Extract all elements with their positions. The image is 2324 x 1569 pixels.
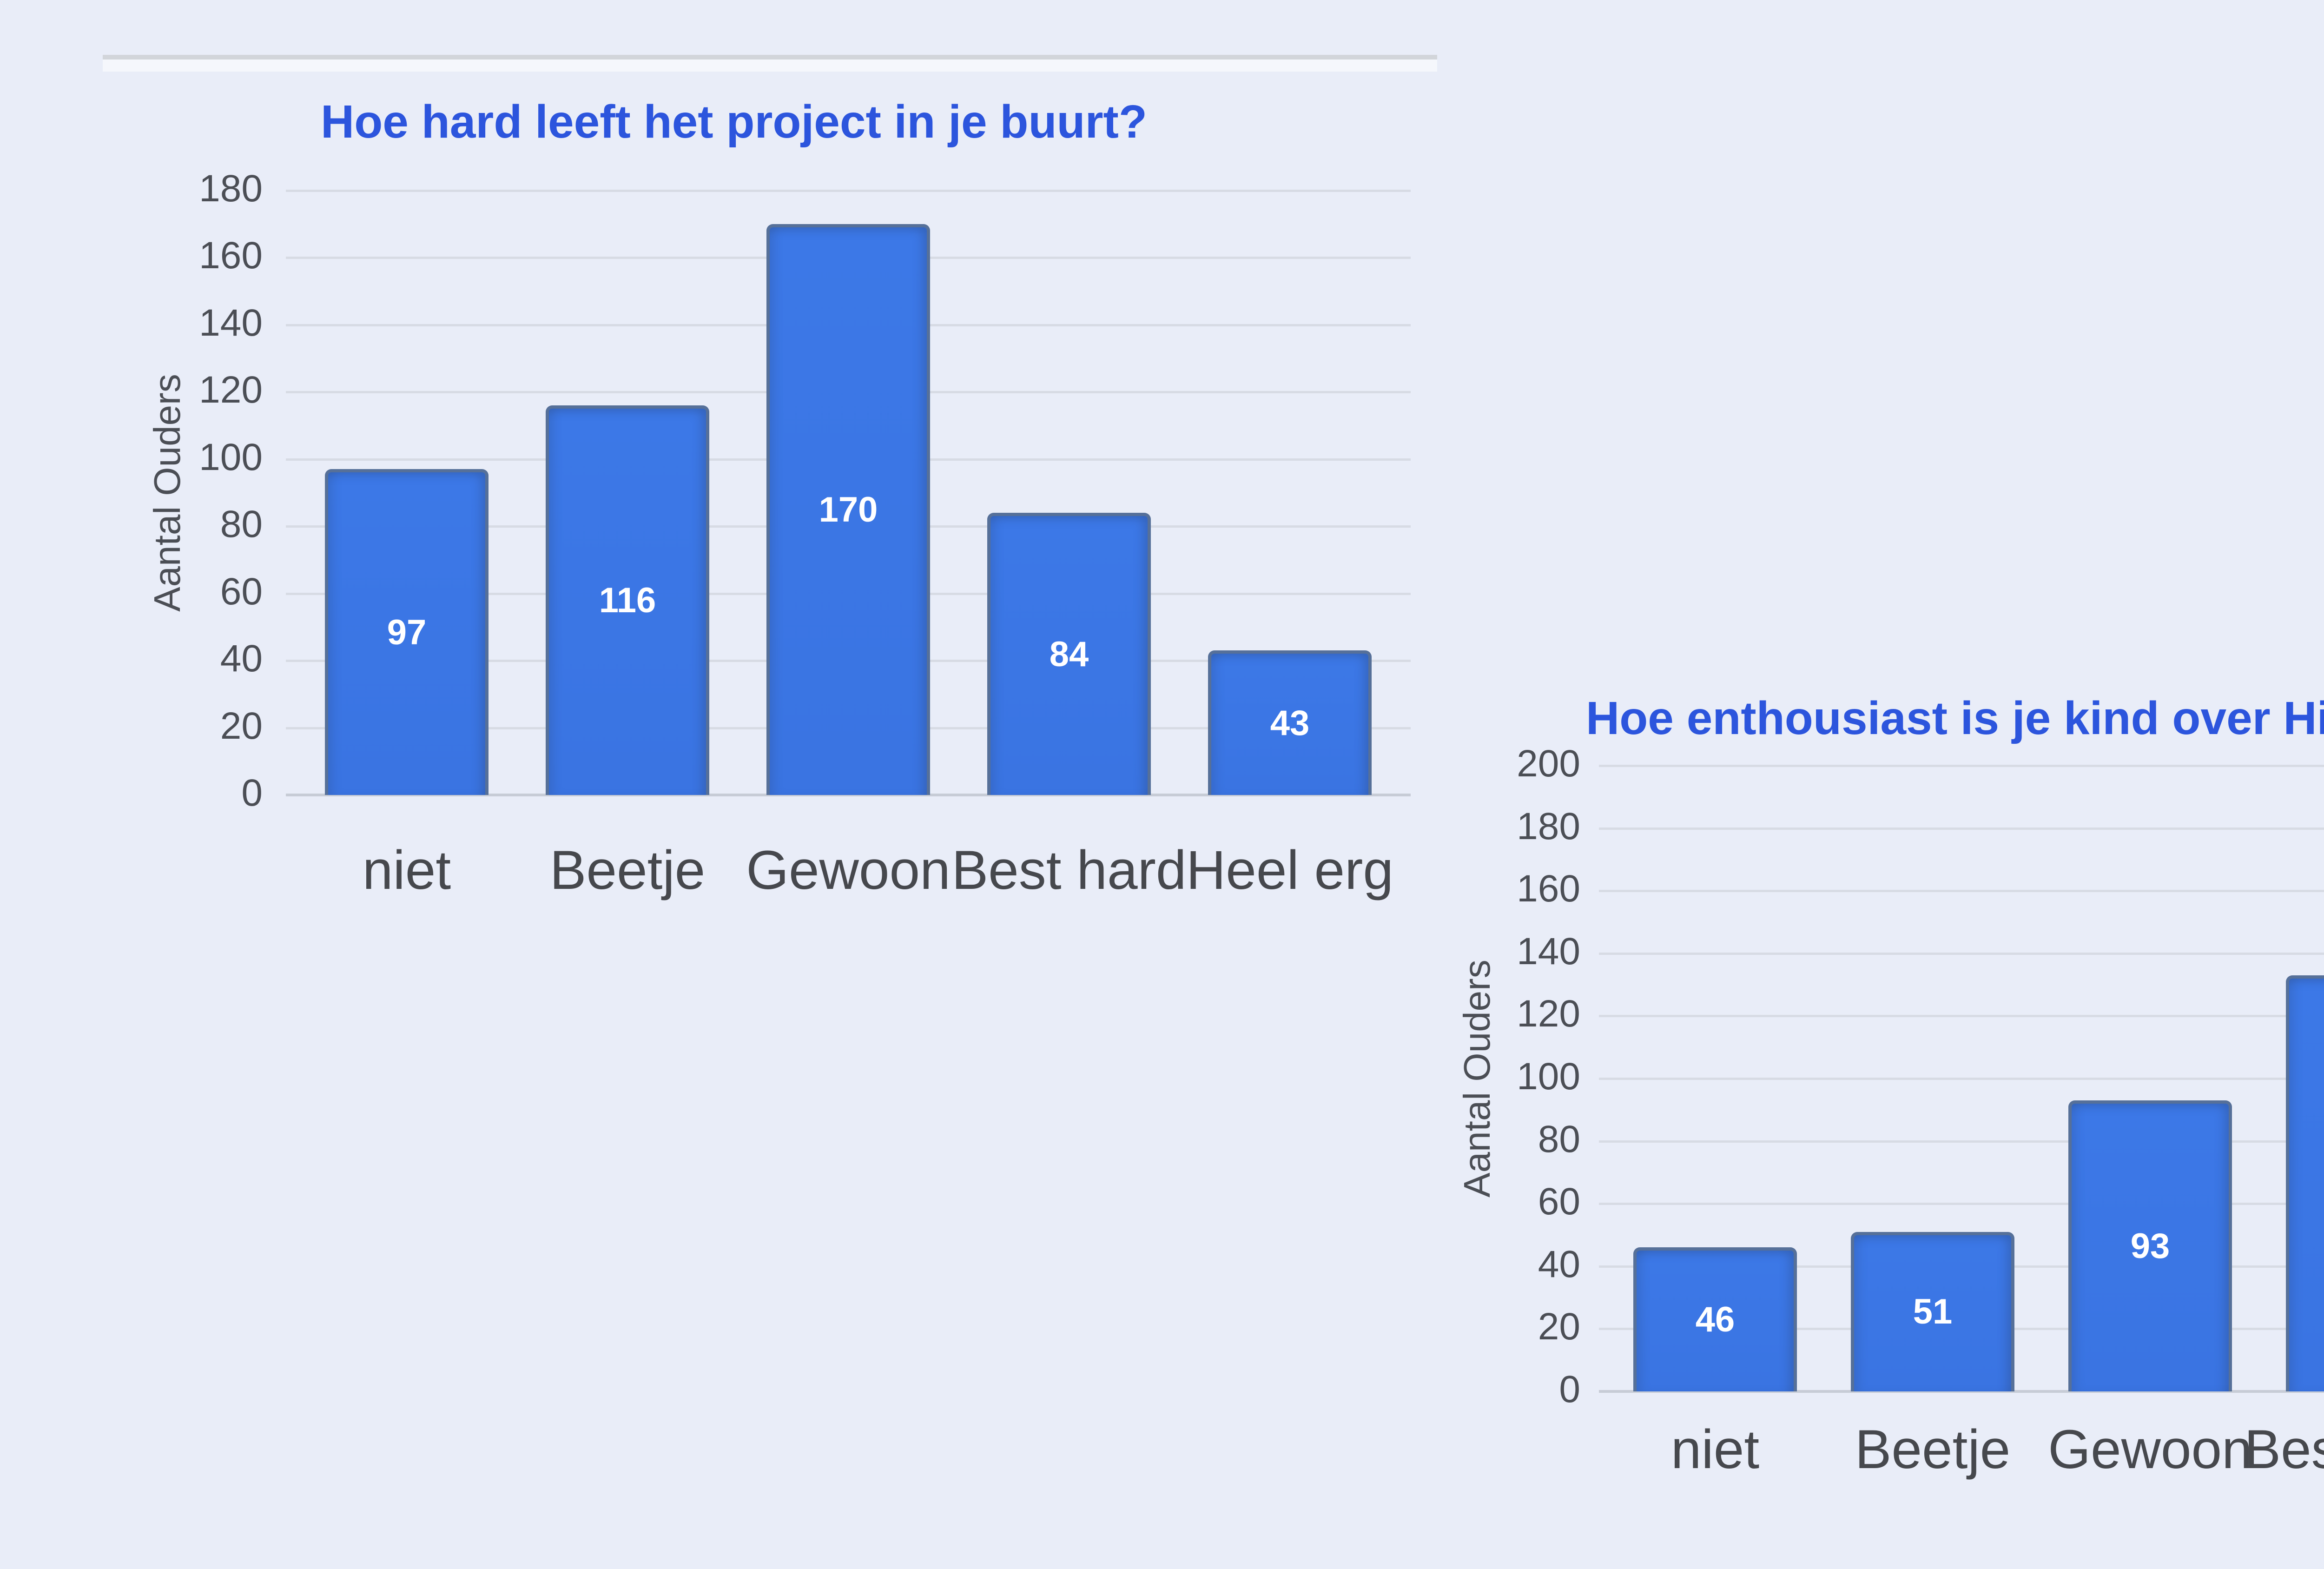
- x-axis-zero-line: [1599, 1390, 2324, 1393]
- gridline: [1599, 890, 2324, 893]
- y-tick-label: 200: [1517, 742, 1580, 785]
- bar: 116: [546, 405, 709, 795]
- top-divider-line: [103, 55, 1437, 60]
- chart-title: Hoe enthousiast is je kind over High-Fiv…: [1586, 692, 2324, 744]
- x-category-label: Gewoon: [746, 840, 951, 901]
- x-category-label: Best enth.: [2244, 1419, 2324, 1480]
- gridline: [1599, 765, 2324, 767]
- x-category-label: Gewoon: [2048, 1419, 2252, 1480]
- x-category-label: Beetje: [549, 840, 706, 901]
- y-tick-label: 40: [1538, 1243, 1580, 1285]
- y-tick-label: 140: [1517, 930, 1580, 973]
- gridline: [286, 190, 1411, 192]
- bar-value-label: 46: [1695, 1300, 1735, 1340]
- x-category-label: Heel erg: [1186, 840, 1393, 901]
- x-category-label: Beetje: [1855, 1419, 2011, 1480]
- y-tick-label: 100: [1517, 1055, 1580, 1098]
- bar-value-label: 43: [1270, 703, 1310, 743]
- bar: 84: [987, 513, 1151, 795]
- y-tick-label: 120: [199, 369, 263, 411]
- chart-title: Hoe hard leeft het project in je buurt?: [321, 96, 1147, 148]
- gridline: [1599, 952, 2324, 955]
- y-tick-label: 180: [1517, 805, 1580, 847]
- y-tick-label: 60: [1538, 1180, 1580, 1223]
- bar-value-label: 84: [1049, 634, 1089, 674]
- y-tick-label: 0: [1559, 1368, 1580, 1410]
- y-tick-label: 20: [1538, 1305, 1580, 1348]
- y-tick-label: 120: [1517, 993, 1580, 1035]
- gridline: [1599, 1015, 2324, 1018]
- bar-value-label: 133: [2289, 1163, 2324, 1204]
- y-tick-label: 20: [220, 704, 263, 747]
- gridline: [1599, 1140, 2324, 1143]
- y-tick-label: 60: [220, 570, 263, 613]
- y-tick-label: 140: [199, 301, 263, 344]
- bar-value-label: 97: [387, 612, 427, 652]
- bar-value-label: 170: [819, 490, 878, 530]
- y-tick-label: 100: [199, 436, 263, 478]
- bar-value-label: 116: [599, 581, 656, 621]
- y-axis-title: Aantal Ouders: [1456, 960, 1498, 1198]
- bar-value-label: 51: [1913, 1292, 1953, 1332]
- bar: 51: [1851, 1231, 2014, 1391]
- y-tick-label: 80: [1538, 1118, 1580, 1160]
- y-tick-label: 0: [241, 772, 263, 814]
- top-divider-highlight: [103, 60, 1437, 72]
- bar: 170: [766, 224, 930, 795]
- bar: 46: [1633, 1247, 1797, 1391]
- x-category-label: Best hard: [951, 840, 1187, 901]
- y-tick-label: 160: [1517, 867, 1580, 910]
- bar: 43: [1208, 650, 1372, 795]
- gridline: [1599, 827, 2324, 830]
- bar: 97: [325, 469, 489, 795]
- bar: 93: [2068, 1100, 2232, 1391]
- x-axis-zero-line: [286, 794, 1411, 796]
- x-category-label: niet: [362, 840, 451, 901]
- gridline: [1599, 1203, 2324, 1205]
- y-tick-label: 160: [199, 234, 263, 277]
- bar-value-label: 93: [2130, 1226, 2170, 1266]
- gridline: [1599, 1078, 2324, 1080]
- y-tick-label: 40: [220, 637, 263, 680]
- y-tick-label: 80: [220, 503, 263, 546]
- y-tick-label: 180: [199, 167, 263, 210]
- bar: 133: [2286, 975, 2324, 1391]
- x-category-label: niet: [1670, 1419, 1760, 1480]
